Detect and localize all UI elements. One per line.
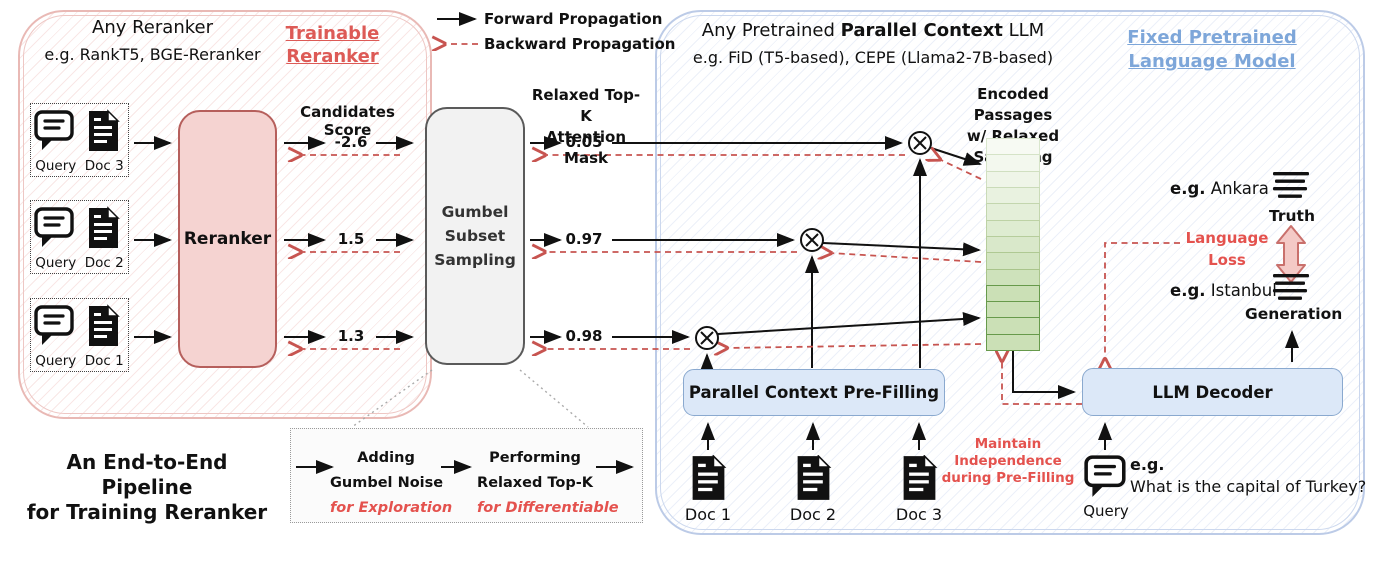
mask-value-3: 0.98: [565, 327, 603, 345]
passage-cell: [986, 219, 1040, 237]
pair-query-label: Query: [35, 158, 77, 174]
speech-bubble-icon: [33, 205, 77, 251]
query-eg-label: e.g.: [1130, 455, 1165, 474]
mask-value-2: 0.97: [565, 230, 603, 248]
attention-mask-header: Relaxed Top-K Attention Mask: [531, 86, 641, 167]
passage-cell: [986, 186, 1040, 205]
speech-bubble-icon: [1083, 452, 1129, 502]
llm-decoder-box: LLM Decoder: [1082, 368, 1343, 416]
gumbel-step-2-note: for Differentiable: [477, 500, 619, 516]
generation-example: e.g. Istanbul: [1170, 281, 1277, 300]
legend-backward-label: Backward Propagation: [484, 35, 676, 53]
text-lines-icon: [1272, 170, 1310, 200]
passage-cell: [986, 317, 1040, 335]
passage-cell: [986, 154, 1040, 172]
passage-cell: [986, 138, 1040, 156]
passage-cell: [986, 268, 1040, 286]
document-icon: [87, 109, 120, 153]
reranker-box: Reranker: [178, 110, 277, 368]
reranker-panel-subtitle: e.g. RankT5, BGE-Reranker: [44, 45, 261, 64]
llm-panel-subtitle: e.g. FiD (T5-based), CEPE (Llama2-7B-bas…: [692, 48, 1054, 67]
truth-example: e.g. Ankara: [1170, 179, 1269, 198]
passage-cell: [986, 301, 1040, 319]
passage-cell: [986, 203, 1040, 221]
doc-2-label: Doc 2: [789, 505, 837, 524]
pair-doc-label: Doc 2: [84, 255, 124, 271]
llm-panel-title: Any Pretrained Parallel Context LLM: [701, 20, 1045, 41]
query-doc-pair-1: Query Doc 1: [30, 298, 129, 372]
gumbel-step-1: Adding Gumbel Noise for Exploration: [330, 446, 453, 521]
doc-3-label: Doc 3: [895, 505, 943, 524]
truth-label: Truth: [1269, 207, 1315, 225]
passage-cell: [986, 333, 1040, 352]
document-icon: [901, 454, 938, 501]
figure-caption: An End-to-End Pipeline for Training Rera…: [26, 450, 268, 524]
document-icon: [87, 304, 120, 348]
gumbel-detail-box: [290, 428, 643, 523]
prefill-box: Parallel Context Pre-Filling: [683, 369, 945, 416]
score-value-1: -2.6: [334, 133, 368, 151]
document-icon: [87, 206, 120, 250]
gumbel-step-2: Performing Relaxed Top-K for Differentia…: [477, 446, 619, 521]
mask-value-1: 0.05: [565, 133, 603, 151]
speech-bubble-icon: [33, 303, 77, 349]
passage-cell: [986, 235, 1040, 254]
pair-doc-label: Doc 1: [84, 353, 124, 369]
doc-1-label: Doc 1: [684, 505, 732, 524]
maintain-independence-note: Maintain Independence during Pre-Filling: [941, 436, 1075, 486]
passage-cell: [986, 252, 1040, 270]
generation-label: Generation: [1245, 305, 1343, 323]
text-lines-icon: [1272, 272, 1310, 302]
passage-cell: [986, 284, 1040, 303]
gumbel-subset-sampling-box: Gumbel Subset Sampling: [425, 107, 525, 365]
query-question: What is the capital of Turkey?: [1130, 477, 1367, 496]
reranker-panel-title: Any Reranker: [92, 17, 213, 38]
legend-forward-label: Forward Propagation: [484, 10, 663, 28]
query-label: Query: [1083, 502, 1129, 520]
pair-query-label: Query: [35, 255, 77, 271]
score-value-2: 1.5: [337, 230, 365, 248]
gumbel-step-1-note: for Exploration: [330, 500, 453, 516]
document-icon: [690, 454, 727, 501]
query-doc-pair-2: Query Doc 2: [30, 200, 129, 274]
passage-cell: [986, 170, 1040, 188]
language-loss-label: Language Loss: [1185, 229, 1269, 269]
score-value-3: 1.3: [337, 327, 365, 345]
pair-query-label: Query: [35, 353, 77, 369]
speech-bubble-icon: [33, 108, 77, 154]
pair-doc-label: Doc 3: [84, 158, 124, 174]
document-icon: [795, 454, 832, 501]
candidates-score-header: Candidates Score: [300, 103, 395, 139]
trainable-reranker-badge: Trainable Reranker: [285, 23, 380, 67]
encoded-passages-stack: [986, 138, 1040, 352]
query-doc-pair-3: Query Doc 3: [30, 103, 129, 177]
fixed-pretrained-badge: Fixed Pretrained Language Model: [1127, 27, 1297, 72]
